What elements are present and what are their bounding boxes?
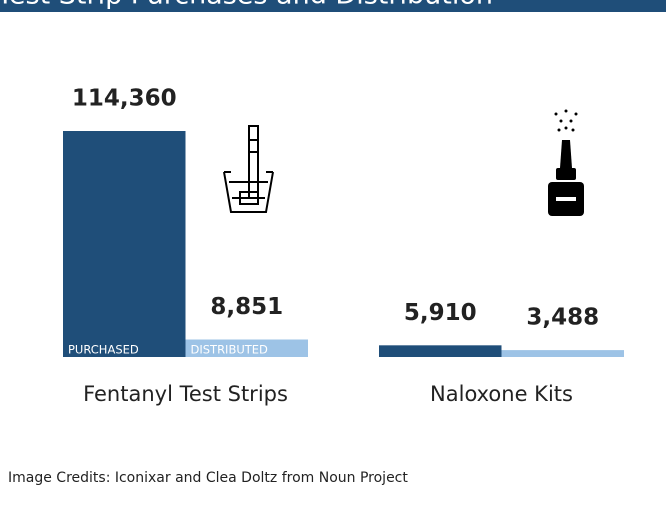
series-label: DISTRIBUTED [191, 343, 269, 357]
bar [501, 350, 624, 357]
category-label: Fentanyl Test Strips [83, 382, 288, 406]
credits: Image Credits: Iconixar and Clea Doltz f… [8, 470, 408, 486]
value-label: 114,360 [72, 86, 177, 112]
bar [379, 345, 502, 357]
value-label: 3,488 [526, 305, 599, 331]
chart-title: Test Strip Purchases and Distribution [0, 0, 493, 11]
category-label: Naloxone Kits [430, 382, 573, 406]
value-label: 8,851 [210, 294, 283, 320]
naloxone-icon [548, 109, 584, 216]
title-banner [0, 0, 666, 12]
bar [185, 339, 308, 357]
value-label: 5,910 [404, 300, 477, 326]
bar [63, 131, 186, 357]
series-label: PURCHASED [68, 343, 139, 357]
test-strip-icon [223, 125, 274, 213]
